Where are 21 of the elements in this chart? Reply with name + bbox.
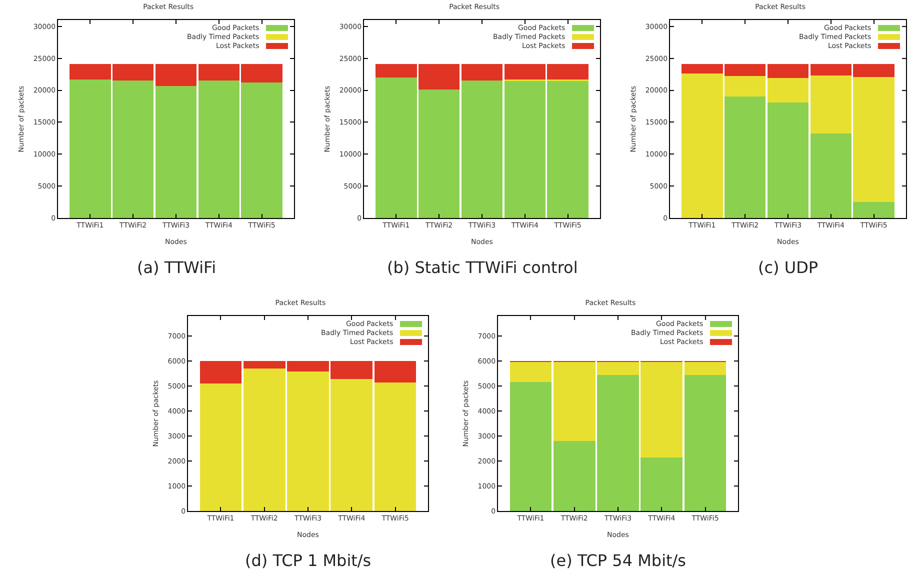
bar (461, 64, 503, 81)
bar (155, 64, 197, 86)
bar (374, 382, 416, 511)
bar (510, 382, 552, 511)
bar (374, 361, 416, 382)
bar (767, 102, 809, 218)
bar (684, 362, 726, 375)
bar (767, 64, 809, 78)
bar (724, 96, 766, 218)
text: (d) TCP 1 Mbit/s (245, 551, 372, 570)
bar (200, 361, 242, 384)
text: (c) UDP (758, 258, 818, 277)
bar (767, 78, 809, 102)
text: (b) Static TTWiFi control (387, 258, 578, 277)
text: (a) TTWiFi (137, 258, 216, 277)
bar (200, 384, 242, 511)
bar (461, 80, 503, 218)
text: (e) TCP 54 Mbit/s (550, 551, 686, 570)
bar (155, 86, 197, 218)
bar (510, 362, 552, 382)
bar (684, 375, 726, 511)
